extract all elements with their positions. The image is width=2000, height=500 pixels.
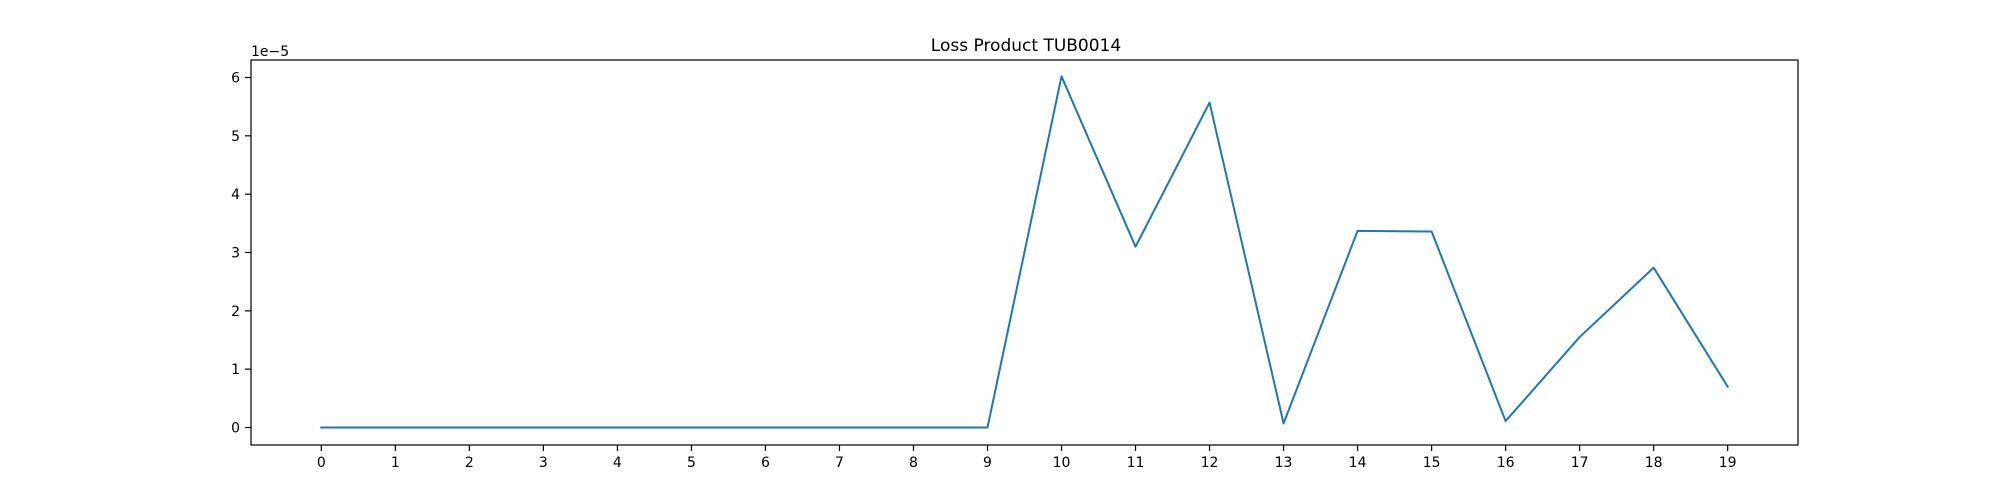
x-tick-label-10: 10 xyxy=(1053,455,1071,471)
y-tick-label-4: 4 xyxy=(231,187,240,203)
y-tick-label-1: 1 xyxy=(231,362,240,378)
y-tick-label-5: 5 xyxy=(231,129,240,145)
x-tick-label-17: 17 xyxy=(1571,455,1589,471)
x-tick-label-11: 11 xyxy=(1127,455,1145,471)
chart-title: Loss Product TUB0014 xyxy=(931,36,1121,56)
x-tick-label-3: 3 xyxy=(539,455,548,471)
x-tick-label-12: 12 xyxy=(1201,455,1219,471)
y-tick-label-6: 6 xyxy=(231,71,240,87)
x-tick-label-13: 13 xyxy=(1275,455,1293,471)
y-axis-offset-label: 1e−5 xyxy=(251,44,289,60)
x-tick-label-5: 5 xyxy=(687,455,696,471)
y-tick-label-0: 0 xyxy=(231,421,240,437)
x-tick-label-19: 19 xyxy=(1719,455,1737,471)
y-tick-label-2: 2 xyxy=(231,304,240,320)
x-tick-label-15: 15 xyxy=(1423,455,1441,471)
x-tick-label-14: 14 xyxy=(1349,455,1367,471)
x-tick-label-1: 1 xyxy=(391,455,400,471)
series-line-0 xyxy=(320,75,1730,429)
x-tick-label-0: 0 xyxy=(317,455,326,471)
x-tick-label-16: 16 xyxy=(1497,455,1515,471)
x-tick-label-7: 7 xyxy=(835,455,844,471)
x-tick-label-2: 2 xyxy=(465,455,474,471)
x-tick-label-9: 9 xyxy=(983,455,992,471)
x-tick-label-4: 4 xyxy=(613,455,622,471)
x-tick-label-6: 6 xyxy=(761,455,770,471)
y-tick-label-3: 3 xyxy=(231,246,240,262)
x-tick-label-8: 8 xyxy=(909,455,918,471)
x-tick-label-18: 18 xyxy=(1645,455,1663,471)
